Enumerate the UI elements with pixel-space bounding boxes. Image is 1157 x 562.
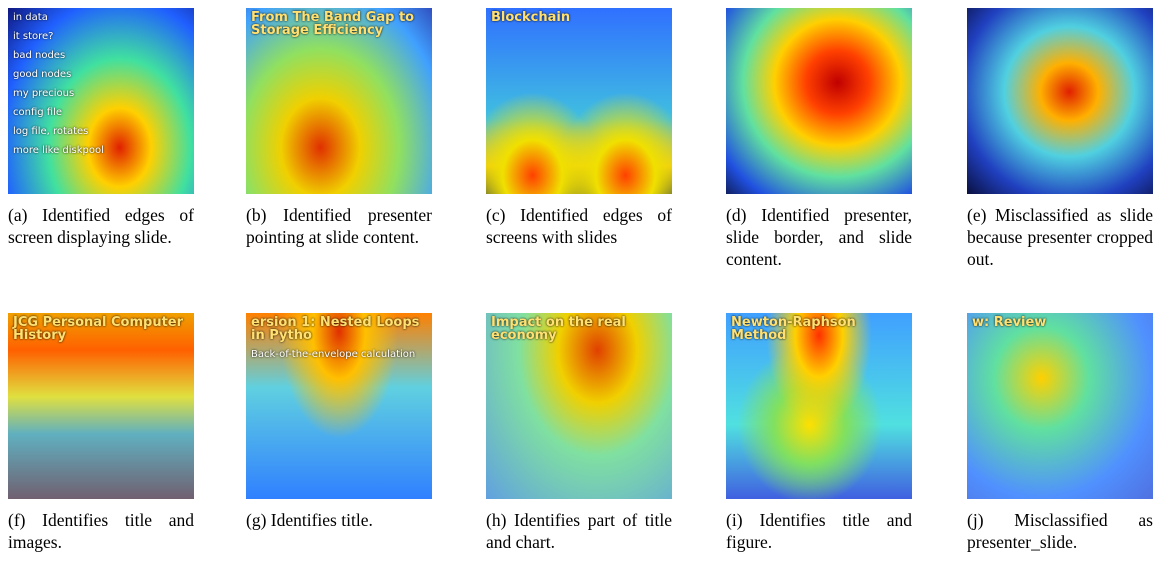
image-text: bad nodes — [8, 46, 194, 65]
image-text: more like diskpool — [8, 141, 194, 160]
heatmap-image — [967, 8, 1153, 194]
image-text: From The Band Gap to Storage Efficiency — [246, 8, 432, 40]
subfigure: (d) Identified presenter, slide border, … — [726, 8, 912, 270]
heatmap-image: Newton-Raphson Method — [726, 313, 912, 499]
caption: (b) Identified presenter pointing at sli… — [246, 204, 432, 248]
image-text: Impact on the real economy — [486, 313, 672, 345]
subfigure: Impact on the real economy (h) Identifies… — [486, 313, 672, 553]
caption: (f) Identifies title and images. — [8, 509, 194, 553]
heatmap-image: From The Band Gap to Storage Efficiency — [246, 8, 432, 194]
caption: (d) Identified presenter, slide border, … — [726, 204, 912, 270]
image-text: it store? — [8, 27, 194, 46]
heatmap-image: Blockchain — [486, 8, 672, 194]
caption: (c) Identified edges of screens with sli… — [486, 204, 672, 248]
image-text: good nodes — [8, 65, 194, 84]
image-text: Blockchain — [486, 8, 672, 27]
caption: (a) Identified edges of screen displayin… — [8, 204, 194, 248]
subfigure: Newton-Raphson Method (i) Identifies titl… — [726, 313, 912, 553]
subfigure: w: Review (j) Misclassified as presenter_… — [967, 313, 1153, 553]
image-text: Newton-Raphson Method — [726, 313, 912, 345]
caption: (j) Misclassified as presenter_slide. — [967, 509, 1153, 553]
image-text: log file, rotates — [8, 122, 194, 141]
heatmap-image: JCG Personal Computer History — [8, 313, 194, 499]
image-text: JCG Personal Computer History — [8, 313, 194, 345]
image-text: Back-of-the-envelope calculation — [246, 345, 432, 364]
heatmap-image: Impact on the real economy — [486, 313, 672, 499]
image-text: my precious — [8, 84, 194, 103]
image-text: w: Review — [967, 313, 1153, 332]
image-text: ersion 1: Nested Loops in Pytho — [246, 313, 432, 345]
heatmap-image — [726, 8, 912, 194]
image-text: in data — [8, 8, 194, 27]
caption: (e) Misclassified as slide because prese… — [967, 204, 1153, 270]
subfigure: From The Band Gap to Storage Efficiency (… — [246, 8, 432, 248]
caption: (i) Identifies title and figure. — [726, 509, 912, 553]
caption: (g) Identifies title. — [246, 509, 432, 531]
subfigure: (e) Misclassified as slide because prese… — [967, 8, 1153, 270]
subfigure: JCG Personal Computer History (f) Identif… — [8, 313, 194, 553]
heatmap-image: w: Review — [967, 313, 1153, 499]
caption: (h) Identifies part of title and chart. — [486, 509, 672, 553]
subfigure: Blockchain (c) Identified edges of screen… — [486, 8, 672, 248]
figure: in datait store?bad nodesgood nodesmy pr… — [0, 0, 1157, 562]
image-text: config file — [8, 103, 194, 122]
